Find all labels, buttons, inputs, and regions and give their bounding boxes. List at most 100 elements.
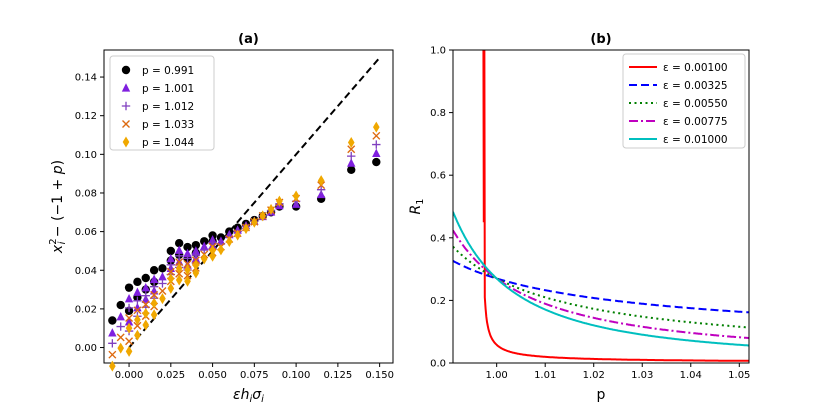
panel-b-legend-label: ε = 0.00100: [663, 62, 728, 74]
panel-a-point: [347, 151, 356, 161]
panel-b-ytick-label: 0.4: [430, 233, 446, 244]
panel-a-point: [166, 267, 175, 276]
panel-a-xtick-label: 0.125: [324, 370, 353, 381]
panel-a-legend-label: p = 1.033: [142, 119, 194, 131]
panel-b-legend-label: ε = 0.00325: [663, 80, 728, 92]
panel-b-curve: [453, 211, 749, 347]
panel-a-point: [183, 260, 192, 269]
panel-a-legend-label: p = 1.012: [142, 101, 194, 113]
panel-b: 1.00 1.01 1.02 1.03 1.04 1.05 0.0 0.2 0.4 0.6 0.8 1…: [408, 32, 750, 403]
panel-a-point: [167, 282, 175, 294]
panel-a-point: [108, 339, 117, 348]
panel-a-point: [124, 293, 134, 303]
panel-a-point: [141, 282, 150, 292]
panel-a-point: [209, 244, 216, 256]
panel-a-point: [116, 333, 125, 342]
panel-a-point: [251, 216, 258, 228]
panel-a-point: [133, 287, 142, 296]
panel-a-point: [292, 190, 300, 202]
panel-a-ytick-label: 0.04: [75, 266, 97, 277]
panel-a-ytick-label: 0.08: [75, 188, 97, 199]
panel-a-point: [183, 271, 192, 280]
panel-a-point: [191, 250, 201, 260]
panel-a-point: [108, 316, 117, 325]
panel-a-point: [192, 259, 200, 271]
panel-b-legend-label: ε = 0.01000: [663, 134, 728, 146]
panel-b-xtick-label: 1.01: [534, 370, 556, 381]
panel-a-legend-marker: [121, 83, 131, 92]
panel-a-reference-line: [128, 57, 381, 349]
panel-a-point: [347, 136, 355, 148]
panel-b-xtick-label: 1.00: [486, 370, 508, 381]
panel-b-ylabel: R1: [408, 198, 426, 214]
panel-a-point: [158, 264, 167, 273]
panel-a-point: [125, 314, 134, 323]
panel-b-frame: [452, 49, 750, 364]
panel-a-point: [125, 337, 134, 346]
panel-a-point: [141, 300, 150, 309]
panel-a-point: [142, 319, 150, 331]
panel-a-point: [149, 282, 159, 291]
panel-a-legend-marker: [122, 136, 130, 148]
panel-a-point: [372, 157, 381, 167]
panel-a-point: [141, 291, 150, 300]
panel-a-point: [184, 264, 191, 276]
panel-b-title: (b): [590, 32, 611, 47]
panel-a-legend-marker: [121, 101, 131, 111]
panel-a-point: [134, 329, 141, 341]
panel-a-point: [200, 245, 209, 255]
panel-a-point: [124, 283, 134, 292]
panel-b-curve: [453, 245, 749, 329]
panel-a-point: [234, 229, 241, 241]
panel-a-point: [347, 158, 356, 167]
panel-b-xtick-label: 1.02: [583, 370, 605, 381]
panel-a-xtick-label: 0.100: [282, 370, 311, 381]
panel-a-ytick-label: 0.06: [75, 227, 97, 238]
panel-a-point: [191, 240, 201, 250]
panel-a-legend-label: p = 1.044: [142, 137, 195, 149]
panel-a-ylabel: x2i − (−1 + p): [48, 160, 68, 254]
panel-a-point: [133, 277, 142, 287]
panel-a-point: [200, 253, 208, 265]
panel-a-point: [191, 246, 201, 255]
panel-a-point: [372, 140, 381, 149]
panel-a-point: [159, 293, 166, 305]
panel-a-ytick-label: 0.12: [75, 111, 97, 122]
panel-a-point: [183, 254, 192, 263]
panel-a-point: [372, 148, 381, 158]
panel-a-ytick-label: 0.14: [75, 73, 97, 84]
panel-a-point: [184, 275, 191, 287]
panel-a-point: [183, 242, 192, 252]
panel-a-ytick-label: 0.00: [75, 343, 97, 354]
panel-a-point: [125, 345, 133, 357]
panel-a-point: [200, 241, 209, 250]
panel-a-xtick-label: 0.050: [198, 370, 227, 381]
panel-a-xlabel: εhiσi: [233, 387, 264, 405]
panel-a-point: [316, 185, 326, 194]
panel-a-point: [372, 131, 381, 140]
panel-a-point: [183, 248, 192, 258]
panel-a-point: [167, 273, 175, 285]
panel-a-point: [317, 175, 325, 187]
panel-a-series: [108, 148, 381, 337]
panel-a-point: [125, 322, 133, 334]
panel-a-point: [149, 274, 159, 283]
panel-b-xtick-label: 1.04: [680, 370, 702, 381]
panel-a-point: [166, 246, 176, 256]
panel-a-point: [217, 244, 225, 256]
panel-a-point: [200, 237, 209, 246]
panel-a-point: [116, 300, 125, 310]
panel-b-curve: [453, 260, 749, 314]
panel-a-point: [109, 360, 116, 372]
panel-a-xtick-label: 0.075: [240, 370, 269, 381]
panel-a-point: [242, 223, 250, 235]
panel-b-curve: [482, 50, 749, 362]
panel-b-xlabel: p: [597, 387, 606, 403]
panel-b-legend-label: ε = 0.00775: [663, 116, 728, 128]
panel-a-point: [108, 350, 117, 359]
panel-a-legend-marker: [122, 120, 130, 128]
panel-a-point: [150, 309, 158, 321]
panel-a-series: [108, 140, 381, 348]
panel-a-point: [174, 239, 184, 248]
